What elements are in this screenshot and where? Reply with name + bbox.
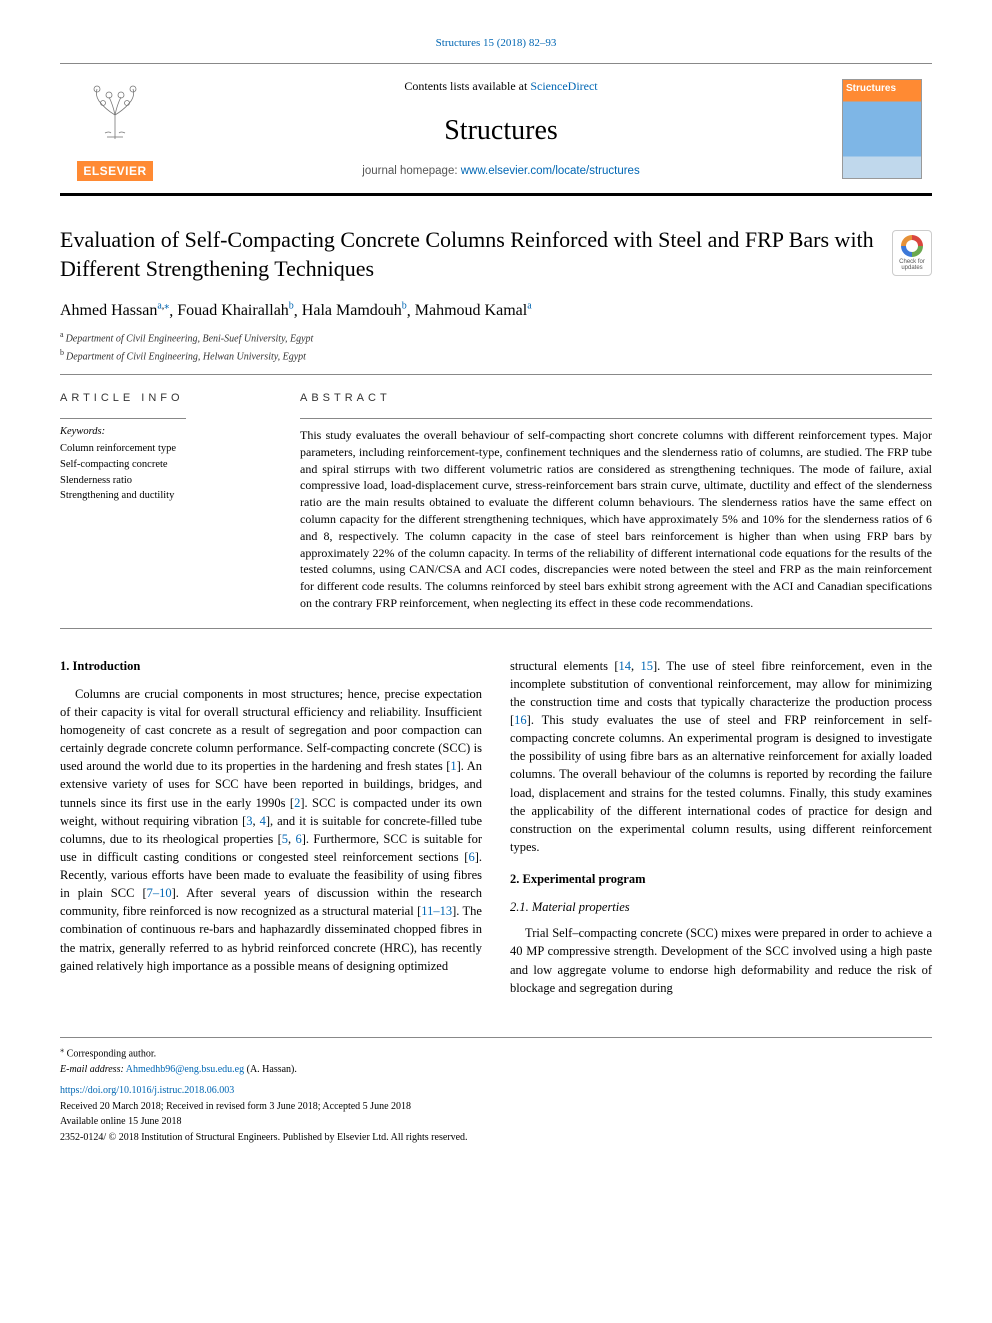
materials-para-1: Trial Self–compacting concrete (SCC) mix… bbox=[510, 924, 932, 997]
corr-email-link[interactable]: Ahmedhb96@eng.bsu.edu.eg bbox=[126, 1064, 244, 1075]
corr-label: Corresponding author. bbox=[67, 1048, 156, 1059]
keywords-head: Keywords: bbox=[60, 425, 270, 439]
header-right: Structures bbox=[832, 72, 932, 186]
affil-link-b[interactable]: b bbox=[289, 301, 294, 312]
publisher-label: ELSEVIER bbox=[77, 161, 152, 181]
homepage-prefix: journal homepage: bbox=[362, 165, 460, 177]
contents-prefix: Contents lists available at bbox=[404, 79, 530, 93]
affil-link-a[interactable]: a bbox=[157, 301, 161, 312]
available-line: Available online 15 June 2018 bbox=[60, 1115, 932, 1129]
publisher-block: ELSEVIER bbox=[60, 72, 170, 186]
keyword: Strengthening and ductility bbox=[60, 488, 270, 504]
abstract-text: This study evaluates the overall behavio… bbox=[300, 427, 932, 612]
section-1-head: 1. Introduction bbox=[60, 657, 482, 675]
article-info-header: ARTICLE INFO bbox=[60, 391, 270, 406]
sciencedirect-link[interactable]: ScienceDirect bbox=[530, 79, 597, 93]
homepage-line: journal homepage: www.elsevier.com/locat… bbox=[180, 164, 822, 180]
corr-mark-link[interactable]: ⁎ bbox=[164, 301, 169, 312]
keywords-list: Column reinforcement type Self-compactin… bbox=[60, 441, 270, 504]
rule bbox=[60, 628, 932, 629]
corr-mark: ⁎ bbox=[60, 1045, 64, 1054]
affiliations: aDepartment of Civil Engineering, Beni-S… bbox=[60, 329, 932, 364]
journal-name: Structures bbox=[180, 112, 822, 150]
rule bbox=[60, 374, 932, 375]
copyright-line: 2352-0124/ © 2018 Institution of Structu… bbox=[60, 1131, 932, 1145]
email-suffix: (A. Hassan). bbox=[244, 1064, 297, 1075]
affil-link-b[interactable]: b bbox=[402, 301, 407, 312]
ref-link[interactable]: 11–13 bbox=[421, 904, 452, 918]
ref-link[interactable]: 7–10 bbox=[147, 886, 172, 900]
corr-footnote: ⁎ Corresponding author. bbox=[60, 1044, 932, 1061]
crossmark-text: Check forupdates bbox=[899, 259, 925, 272]
intro-para-2: structural elements [14, 15]. The use of… bbox=[510, 657, 932, 856]
elsevier-tree-icon bbox=[80, 76, 150, 146]
article-info-sidebar: ARTICLE INFO Keywords: Column reinforcem… bbox=[60, 391, 270, 612]
article-title: Evaluation of Self-Compacting Concrete C… bbox=[60, 226, 882, 283]
keyword: Slenderness ratio bbox=[60, 473, 270, 489]
header-center: Contents lists available at ScienceDirec… bbox=[170, 72, 832, 186]
journal-cover-thumb: Structures bbox=[842, 79, 922, 179]
body-columns: 1. Introduction Columns are crucial comp… bbox=[60, 657, 932, 997]
ref-link[interactable]: 16 bbox=[514, 713, 527, 727]
author-name: Mahmoud Kamal bbox=[415, 302, 527, 319]
abstract-block: ABSTRACT This study evaluates the overal… bbox=[300, 391, 932, 612]
email-footnote: E-mail address: Ahmedhb96@eng.bsu.edu.eg… bbox=[60, 1063, 932, 1077]
running-citation: Structures 15 (2018) 82–93 bbox=[60, 36, 932, 51]
ref-link[interactable]: 14 bbox=[619, 659, 632, 673]
abstract-header: ABSTRACT bbox=[300, 391, 932, 406]
author-name: Fouad Khairallah bbox=[177, 302, 289, 319]
cover-label: Structures bbox=[846, 82, 896, 96]
crossmark-badge[interactable]: Check forupdates bbox=[892, 230, 932, 276]
keyword: Self-compacting concrete bbox=[60, 457, 270, 473]
footer-block: ⁎ Corresponding author. E-mail address: … bbox=[60, 1037, 932, 1144]
affiliation-a: aDepartment of Civil Engineering, Beni-S… bbox=[60, 329, 932, 346]
homepage-link[interactable]: www.elsevier.com/locate/structures bbox=[461, 165, 640, 177]
section-2-1-head: 2.1. Material properties bbox=[510, 898, 932, 916]
keyword: Column reinforcement type bbox=[60, 441, 270, 457]
author-name: Ahmed Hassan bbox=[60, 302, 157, 319]
email-label: E-mail address: bbox=[60, 1064, 124, 1075]
affiliation-b: bDepartment of Civil Engineering, Helwan… bbox=[60, 347, 932, 364]
affil-link-a[interactable]: a bbox=[527, 301, 531, 312]
journal-header: ELSEVIER Contents lists available at Sci… bbox=[60, 63, 932, 197]
ref-link[interactable]: 15 bbox=[640, 659, 653, 673]
sidebar-rule bbox=[60, 418, 186, 419]
contents-line: Contents lists available at ScienceDirec… bbox=[180, 78, 822, 94]
author-name: Hala Mamdouh bbox=[302, 302, 402, 319]
intro-para-1: Columns are crucial components in most s… bbox=[60, 685, 482, 975]
doi-link[interactable]: https://doi.org/10.1016/j.istruc.2018.06… bbox=[60, 1084, 932, 1098]
abstract-rule bbox=[300, 418, 932, 419]
received-line: Received 20 March 2018; Received in revi… bbox=[60, 1100, 932, 1114]
crossmark-icon bbox=[901, 235, 923, 257]
authors-line: Ahmed Hassana,⁎, Fouad Khairallahb, Hala… bbox=[60, 300, 932, 322]
section-2-head: 2. Experimental program bbox=[510, 870, 932, 888]
